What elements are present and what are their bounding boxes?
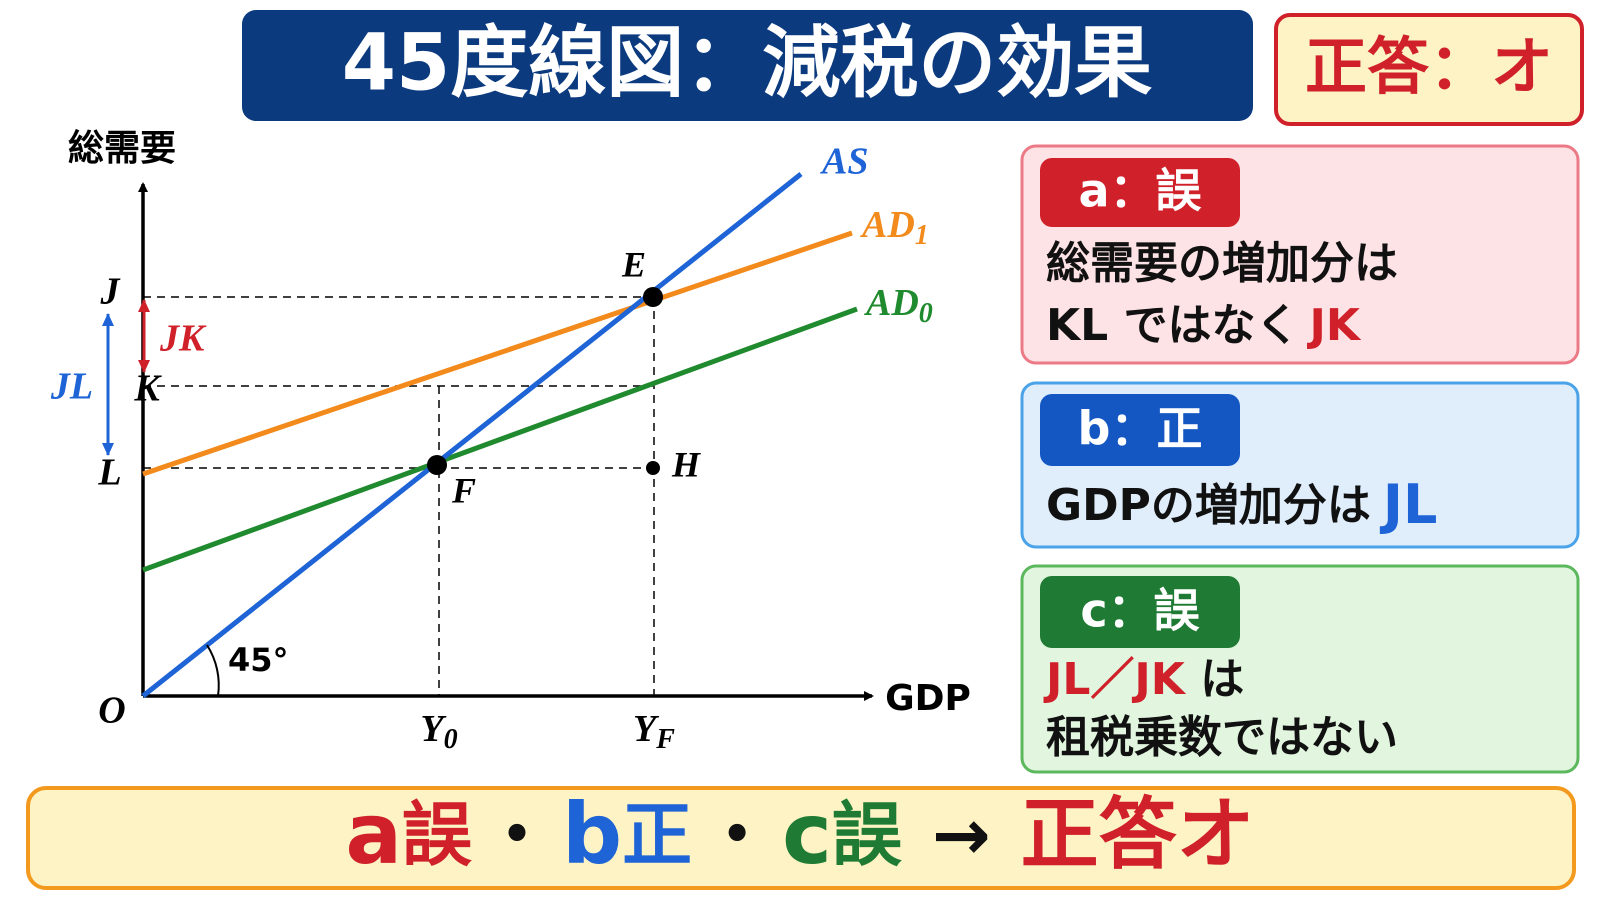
- x-axis-label: GDP: [885, 678, 971, 719]
- card-b-text: GDPの増加分は: [1046, 480, 1371, 531]
- card-a-line1: 総需要の増加分は: [1046, 238, 1398, 289]
- card-a-key: JK: [1306, 300, 1361, 351]
- card-c-key: JL／JK: [1043, 654, 1187, 705]
- y0-sub: 0: [444, 724, 458, 755]
- ad1-label: AD1: [860, 204, 929, 252]
- card-c-text: は: [1185, 654, 1244, 705]
- yf-name: Y: [633, 708, 660, 750]
- card-a-badge: a：誤: [1078, 164, 1201, 218]
- card-b-key: JL: [1379, 473, 1438, 536]
- ad0-line: [142, 306, 858, 573]
- level-l: L: [97, 452, 121, 494]
- summary-c-verdict: 誤: [832, 794, 902, 876]
- answer-box: [1274, 13, 1584, 126]
- card-a-badge-box: [1040, 158, 1240, 227]
- point-f: [427, 455, 447, 475]
- ad0-label: AD0: [864, 282, 933, 330]
- level-j: J: [100, 271, 121, 313]
- angle-label: 45°: [228, 641, 289, 679]
- summary-sep: ・: [702, 794, 772, 876]
- as-label: AS: [820, 141, 868, 183]
- title-box: [242, 10, 1253, 121]
- card-c: c：誤 JL／JK は 租税乗数ではない: [1020, 564, 1580, 774]
- yf-sub: F: [655, 724, 675, 755]
- jk-label: JK: [159, 318, 207, 360]
- card-c-badge-box: [1040, 576, 1240, 648]
- card-b-badge: b：正: [1078, 402, 1203, 456]
- card-a-text: KL ではなく: [1046, 300, 1299, 351]
- origin-label: O: [98, 690, 125, 732]
- point-h-label: H: [671, 444, 701, 484]
- level-k: K: [133, 368, 162, 410]
- as-line: [141, 172, 803, 698]
- summary-b-verdict: 正: [622, 794, 692, 876]
- ad1-line: [142, 230, 853, 477]
- y-axis-label: 総需要: [68, 128, 176, 169]
- summary-a: a: [345, 785, 402, 883]
- summary-answer: 正答オ: [1021, 790, 1255, 880]
- card-b-line1: GDPの増加分は JL: [1046, 473, 1437, 536]
- summary-a-verdict: 誤: [402, 794, 472, 876]
- point-e: [643, 287, 663, 307]
- card-c-badge: c：誤: [1080, 584, 1199, 638]
- guides: [143, 296, 655, 696]
- y0-label: Y0: [420, 708, 457, 756]
- jl-label: JL: [50, 366, 93, 408]
- summary-b: b: [562, 785, 622, 883]
- point-e-label: E: [621, 244, 646, 284]
- summary-box: [26, 786, 1576, 890]
- card-a-line2: KL ではなく JK: [1046, 300, 1362, 351]
- summary: a誤・ b正・ c誤 → 正答オ: [345, 785, 1254, 883]
- diagram: 総需要 GDP O 45° AS AD1 AD0 E F H J K L Y0 …: [50, 128, 971, 755]
- answer: 正答：オ: [1305, 30, 1553, 103]
- card-b: b：正 GDPの増加分は JL: [1020, 381, 1580, 549]
- point-h: [646, 461, 660, 475]
- summary-c: c: [782, 785, 832, 883]
- card-a: a：誤 総需要の増加分は KL ではなく JK: [1020, 144, 1580, 365]
- ad0-sub: 0: [919, 298, 933, 329]
- ad1-sub: 1: [915, 220, 929, 251]
- card-c-line1: JL／JK は: [1043, 654, 1244, 705]
- card-c-line2: 租税乗数ではない: [1046, 712, 1398, 763]
- card-b-badge-box: [1040, 394, 1240, 466]
- point-f-label: F: [451, 470, 476, 510]
- angle-arc: [206, 644, 220, 697]
- y0-name: Y: [420, 708, 447, 750]
- ad1-name: AD: [860, 204, 915, 246]
- summary-arrow: →: [932, 794, 991, 876]
- summary-sep: ・: [482, 794, 552, 876]
- yf-label: YF: [633, 708, 675, 756]
- title: 45度線図：減税の効果: [342, 18, 1153, 108]
- ad0-name: AD: [864, 282, 919, 324]
